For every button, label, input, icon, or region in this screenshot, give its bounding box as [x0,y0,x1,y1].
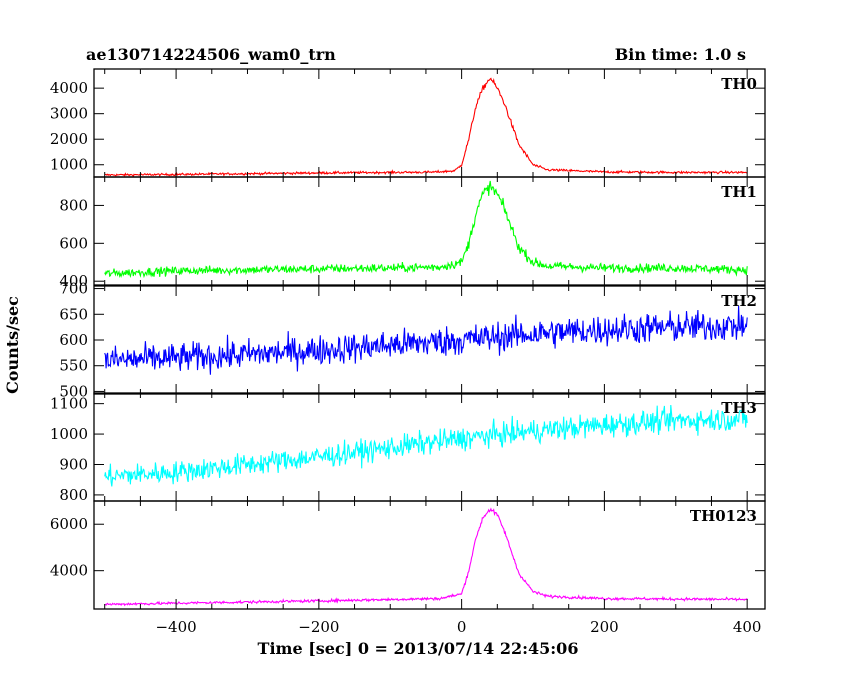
panel-th2: 500 550 600 650 700 TH2 [59,280,766,400]
y-tick-label: 600 [59,331,88,349]
series-line-th2 [104,305,748,375]
y-tick-label: 500 [59,382,88,400]
y-tick-label: 900 [59,455,88,473]
x-tick-label: 0 [457,618,467,636]
panel-th1: 400 600 800 TH1 [59,176,766,290]
series-line-th0123 [104,507,748,607]
panel-label-th3: TH3 [721,399,757,417]
panel-th3: 800 900 1000 1100 TH3 [50,392,766,504]
bin-time-label: Bin time: 1.0 s [615,45,746,64]
panel-th0: 1000 2000 3000 4000 TH0 [50,68,766,178]
panel-frame [93,68,766,178]
x-axis-tick-labels: −400 −200 0 200 400 [155,618,761,636]
y-tick-label: 1000 [50,156,88,174]
series-line-th3 [104,404,748,487]
series-line-th0 [104,77,748,177]
x-tick-label: −200 [298,618,339,636]
y-tick-label: 800 [59,196,88,214]
panels: 1000 2000 3000 4000 TH0 400 600 800 TH1 500 550 600… [50,68,766,610]
y-tick-label: 400 [59,272,88,290]
y-tick-label: 1100 [50,395,88,413]
panel-label-th1: TH1 [721,183,757,201]
x-tick-label: 200 [590,618,619,636]
chart-title: ae130714224506_wam0_trn [86,45,336,64]
panel-frame [93,176,766,286]
y-tick-label: 3000 [50,105,88,123]
y-axis-label: Counts/sec [3,296,22,394]
y-tick-label: 650 [59,305,88,323]
panel-th0123: 4000 6000 TH0123 [50,500,766,610]
x-tick-label: −400 [155,618,196,636]
panel-frame [93,285,766,395]
y-tick-label: 550 [59,357,88,375]
y-tick-label: 2000 [50,130,88,148]
y-tick-label: 700 [59,280,88,298]
series-line-th1 [104,180,748,279]
x-axis-label: Time [sec] 0 = 2013/07/14 22:45:06 [258,639,579,658]
panel-label-th2: TH2 [721,292,757,310]
x-tick-label: 400 [733,618,762,636]
panel-frame [93,500,766,610]
y-tick-label: 4000 [50,562,88,580]
y-tick-label: 4000 [50,79,88,97]
y-tick-label: 1000 [50,425,88,443]
panel-label-th0: TH0 [721,75,757,93]
y-tick-label: 600 [59,234,88,252]
y-tick-label: 6000 [50,515,88,533]
panel-label-th0123: TH0123 [690,507,757,525]
y-tick-label: 800 [59,486,88,504]
